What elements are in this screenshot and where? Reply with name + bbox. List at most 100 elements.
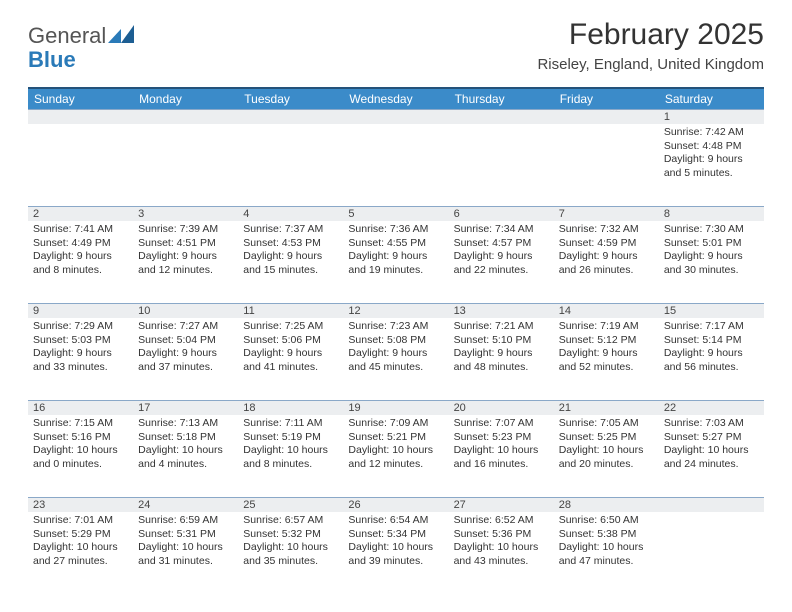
week-row: Sunrise: 7:41 AMSunset: 4:49 PMDaylight:… [28,221,764,303]
day-number [449,109,554,124]
week-row: Sunrise: 7:29 AMSunset: 5:03 PMDaylight:… [28,318,764,400]
sunset-text: Sunset: 5:10 PM [454,334,549,348]
day-cell: Sunrise: 7:11 AMSunset: 5:19 PMDaylight:… [238,415,343,497]
logo-mark-icon [108,25,134,43]
daylight-text: Daylight: 10 hours and 4 minutes. [138,444,233,471]
sunset-text: Sunset: 5:32 PM [243,528,338,542]
day-number [133,109,238,124]
daylight-text: Daylight: 9 hours and 8 minutes. [33,250,128,277]
daylight-text: Daylight: 9 hours and 52 minutes. [559,347,654,374]
weekday-label: Sunday [28,89,133,109]
day-number: 3 [133,206,238,221]
sunrise-text: Sunrise: 7:05 AM [559,417,654,431]
day-cell: Sunrise: 7:30 AMSunset: 5:01 PMDaylight:… [659,221,764,303]
sunset-text: Sunset: 5:36 PM [454,528,549,542]
day-number: 19 [343,400,448,415]
month-title: February 2025 [537,18,764,52]
location: Riseley, England, United Kingdom [537,56,764,73]
daylight-text: Daylight: 9 hours and 5 minutes. [664,153,759,180]
sunrise-text: Sunrise: 6:59 AM [138,514,233,528]
day-number [28,109,133,124]
daylight-text: Daylight: 10 hours and 35 minutes. [243,541,338,568]
day-cell: Sunrise: 7:01 AMSunset: 5:29 PMDaylight:… [28,512,133,594]
daynum-row: 16171819202122 [28,400,764,415]
daylight-text: Daylight: 9 hours and 15 minutes. [243,250,338,277]
sunrise-text: Sunrise: 7:21 AM [454,320,549,334]
day-number: 6 [449,206,554,221]
weekday-label: Saturday [659,89,764,109]
sunrise-text: Sunrise: 7:11 AM [243,417,338,431]
weekday-label: Friday [554,89,659,109]
day-cell: Sunrise: 6:52 AMSunset: 5:36 PMDaylight:… [449,512,554,594]
day-cell: Sunrise: 7:25 AMSunset: 5:06 PMDaylight:… [238,318,343,400]
sunrise-text: Sunrise: 7:25 AM [243,320,338,334]
daylight-text: Daylight: 9 hours and 48 minutes. [454,347,549,374]
day-cell: Sunrise: 7:29 AMSunset: 5:03 PMDaylight:… [28,318,133,400]
day-number: 13 [449,303,554,318]
sunset-text: Sunset: 5:23 PM [454,431,549,445]
sunrise-text: Sunrise: 7:34 AM [454,223,549,237]
day-cell: Sunrise: 6:54 AMSunset: 5:34 PMDaylight:… [343,512,448,594]
sunset-text: Sunset: 4:55 PM [348,237,443,251]
sunset-text: Sunset: 5:38 PM [559,528,654,542]
day-number: 27 [449,497,554,512]
day-number: 4 [238,206,343,221]
day-number: 7 [554,206,659,221]
logo: General Blue [28,24,134,72]
day-number: 18 [238,400,343,415]
daylight-text: Daylight: 9 hours and 45 minutes. [348,347,443,374]
day-cell: Sunrise: 7:23 AMSunset: 5:08 PMDaylight:… [343,318,448,400]
day-number [659,497,764,512]
sunset-text: Sunset: 5:21 PM [348,431,443,445]
day-cell: Sunrise: 7:39 AMSunset: 4:51 PMDaylight:… [133,221,238,303]
sunset-text: Sunset: 5:31 PM [138,528,233,542]
sunrise-text: Sunrise: 7:32 AM [559,223,654,237]
sunset-text: Sunset: 5:04 PM [138,334,233,348]
day-cell [659,512,764,594]
day-number: 22 [659,400,764,415]
sunrise-text: Sunrise: 7:39 AM [138,223,233,237]
day-cell: Sunrise: 7:07 AMSunset: 5:23 PMDaylight:… [449,415,554,497]
logo-text: General Blue [28,24,134,72]
day-cell: Sunrise: 6:59 AMSunset: 5:31 PMDaylight:… [133,512,238,594]
day-number: 12 [343,303,448,318]
day-number: 20 [449,400,554,415]
day-cell: Sunrise: 7:41 AMSunset: 4:49 PMDaylight:… [28,221,133,303]
day-number [238,109,343,124]
day-number: 11 [238,303,343,318]
daynum-row: 1 [28,109,764,124]
sunrise-text: Sunrise: 7:42 AM [664,126,759,140]
sunset-text: Sunset: 5:01 PM [664,237,759,251]
sunset-text: Sunset: 5:34 PM [348,528,443,542]
day-cell [343,124,448,206]
daynum-row: 2345678 [28,206,764,221]
day-cell: Sunrise: 7:19 AMSunset: 5:12 PMDaylight:… [554,318,659,400]
sunrise-text: Sunrise: 7:01 AM [33,514,128,528]
sunrise-text: Sunrise: 7:27 AM [138,320,233,334]
day-number: 23 [28,497,133,512]
sunset-text: Sunset: 4:59 PM [559,237,654,251]
daynum-row: 232425262728 [28,497,764,512]
day-number: 24 [133,497,238,512]
header: General Blue February 2025 Riseley, Engl… [28,18,764,73]
sunset-text: Sunset: 4:49 PM [33,237,128,251]
day-number [343,109,448,124]
daylight-text: Daylight: 10 hours and 8 minutes. [243,444,338,471]
sunrise-text: Sunrise: 7:13 AM [138,417,233,431]
daylight-text: Daylight: 9 hours and 41 minutes. [243,347,338,374]
sunrise-text: Sunrise: 7:37 AM [243,223,338,237]
day-cell: Sunrise: 7:09 AMSunset: 5:21 PMDaylight:… [343,415,448,497]
logo-word1: General [28,23,106,48]
daylight-text: Daylight: 10 hours and 0 minutes. [33,444,128,471]
sunrise-text: Sunrise: 7:15 AM [33,417,128,431]
weekday-label: Wednesday [343,89,448,109]
weeks-container: 1Sunrise: 7:42 AMSunset: 4:48 PMDaylight… [28,109,764,594]
sunset-text: Sunset: 5:03 PM [33,334,128,348]
day-number: 10 [133,303,238,318]
day-cell: Sunrise: 7:42 AMSunset: 4:48 PMDaylight:… [659,124,764,206]
calendar-page: General Blue February 2025 Riseley, Engl… [0,0,792,612]
day-number: 17 [133,400,238,415]
sunrise-text: Sunrise: 6:52 AM [454,514,549,528]
daylight-text: Daylight: 9 hours and 37 minutes. [138,347,233,374]
day-cell [28,124,133,206]
